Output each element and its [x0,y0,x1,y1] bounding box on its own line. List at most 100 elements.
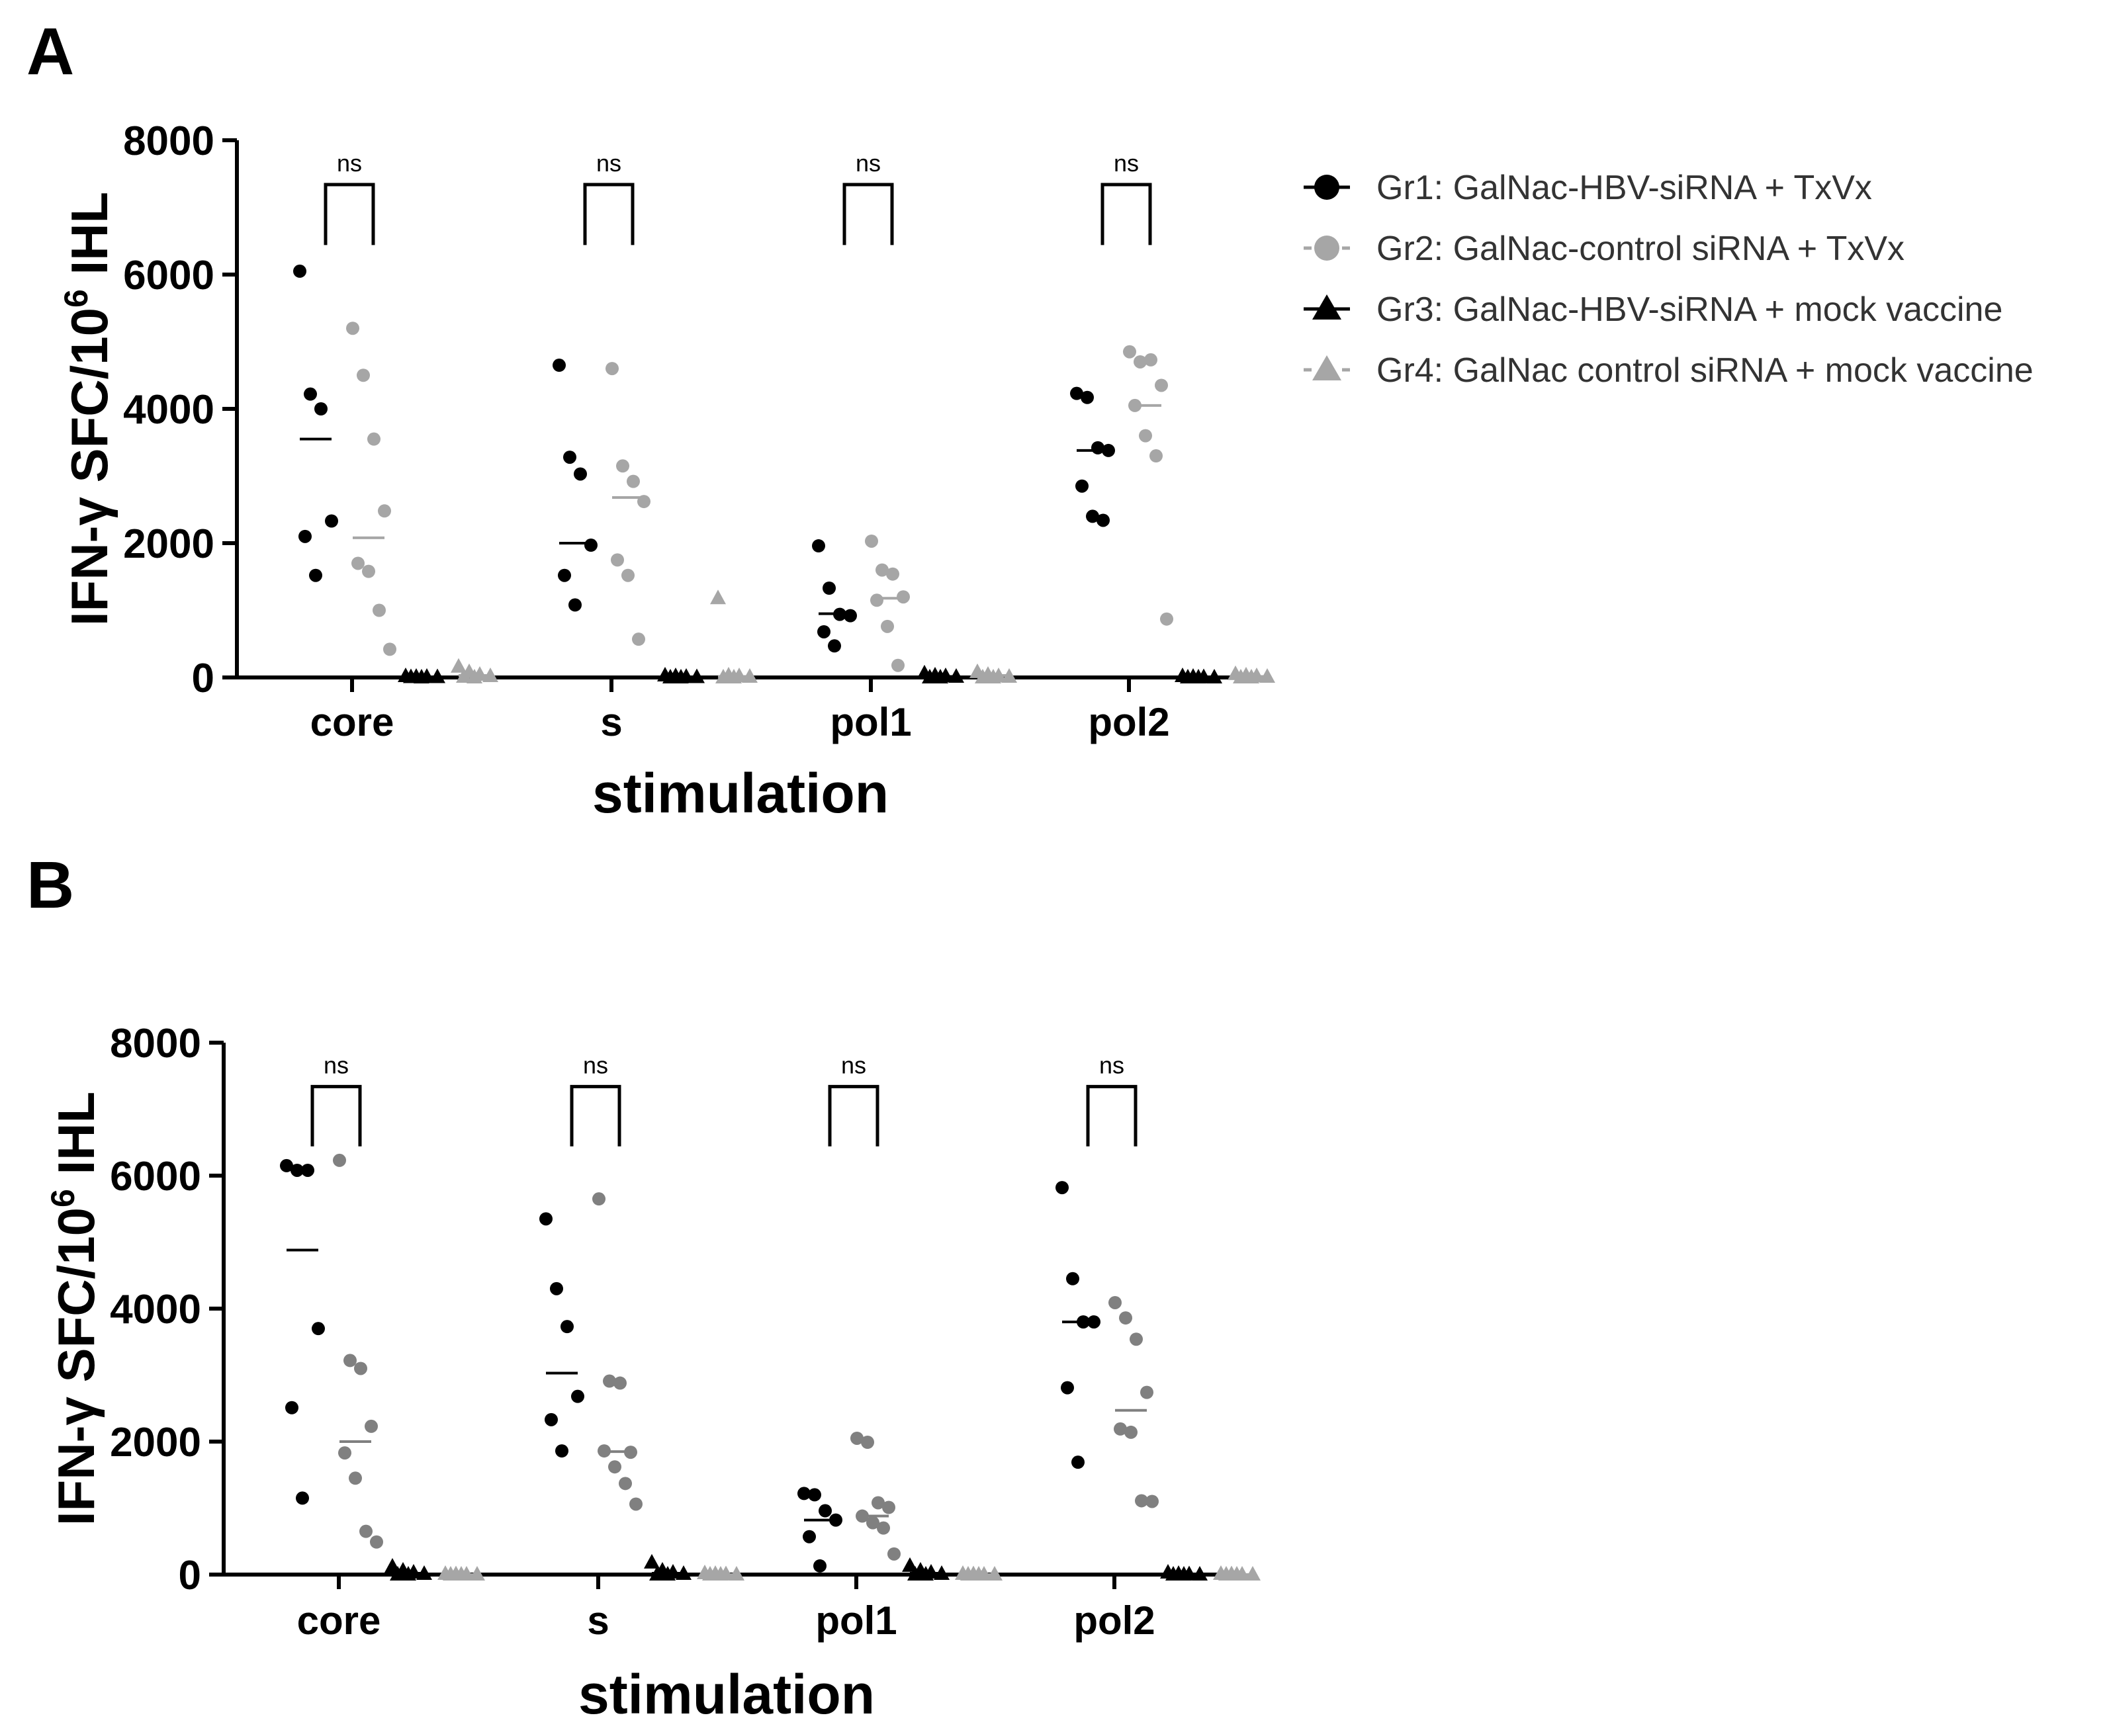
data-point-gr1 [301,1163,314,1177]
y-tick-label: 0 [192,656,214,701]
data-point-gr2 [886,567,899,581]
data-point-gr1 [812,539,825,553]
y-axis-label-main: IFN-γ SFC/10 [60,308,118,626]
data-point-gr2 [629,1497,643,1511]
data-point-gr1 [555,1444,568,1458]
data-point-gr2 [1114,1422,1127,1436]
panel-label: B [26,848,74,922]
data-point-gr2 [877,1521,890,1535]
data-point-gr1 [291,1163,304,1177]
data-point-gr2 [373,603,386,617]
data-point-gr2 [603,1374,616,1388]
data-point-gr4 [710,589,726,605]
legend-label: Gr3: GalNac-HBV-siRNA + mock vaccine [1376,290,2002,329]
data-point-gr2 [1108,1295,1122,1309]
legend-entry: Gr1: GalNac-HBV-siRNA + TxVx [1304,169,1872,207]
data-point-gr2 [891,658,905,672]
x-tick-label: pol2 [1073,1598,1155,1643]
data-point-gr2 [1155,378,1168,392]
data-point-gr1 [817,625,830,638]
data-point-gr2 [365,1419,378,1433]
data-point-gr2 [619,1477,632,1491]
data-point-gr2 [378,504,391,518]
y-axis-label-superscript: 6 [58,289,95,308]
data-point-gr1 [1075,479,1089,493]
panel-label: A [26,15,74,89]
legend-entry: Gr2: GalNac-control siRNA + TxVx [1304,230,1905,268]
x-tick-label: pol2 [1088,700,1169,744]
data-point-gr2 [333,1153,346,1167]
data-point-gr1 [803,1530,816,1543]
significance-bracket [828,1084,879,1147]
data-point-gr2 [608,1460,621,1474]
data-point-gr1 [1066,1272,1079,1285]
y-axis-label-tail: IHL [47,1092,105,1189]
data-point-gr1 [584,539,598,552]
legend-marker-triangle [1312,355,1341,380]
data-point-gr2 [1135,1494,1148,1508]
data-point-gr2 [613,1376,627,1390]
data-point-gr2 [354,1362,367,1375]
data-point-gr2 [349,1471,362,1485]
x-axis-label: stimulation [592,762,889,824]
y-tick-label: 6000 [123,253,214,298]
data-point-gr2 [1130,1332,1143,1346]
significance-bracket [842,183,894,245]
x-tick-label: s [600,700,622,744]
significance-label: ns [337,150,362,177]
data-point-gr1 [312,1322,325,1336]
legend-marker-circle [1314,236,1339,261]
x-tick-label: core [310,700,394,744]
data-point-gr2 [362,564,375,578]
y-axis-label-tail: IHL [60,192,118,289]
data-point-gr1 [314,402,328,415]
legend: Gr1: GalNac-HBV-siRNA + TxVx Gr2: GalNac-… [1304,169,2034,390]
data-point-gr1 [539,1212,553,1226]
y-tick-label: 8000 [110,1021,201,1066]
y-tick-label: 8000 [123,118,214,164]
data-point-gr1 [553,359,566,372]
data-point-gr1 [819,1504,832,1518]
data-point-gr2 [1139,429,1152,443]
y-tick-label: 2000 [123,521,214,567]
significance-bracket [310,1084,362,1147]
data-point-gr2 [872,1496,885,1510]
data-point-gr2 [632,632,645,646]
significance-label: ns [1114,150,1139,177]
data-point-gr2 [866,1516,879,1530]
legend-entry: Gr3: GalNac-HBV-siRNA + mock vaccine [1304,290,2002,329]
y-axis-label: IFN-γ SFC/106 IHL [58,192,118,626]
legend-marker-circle [1314,175,1339,200]
data-point-gr4 [451,658,467,673]
data-point-gr2 [850,1431,864,1445]
data-point-gr1 [325,514,338,528]
legend-entry: Gr4: GalNac control siRNA + mock vaccine [1304,351,2034,390]
significance-bracket [1086,1084,1138,1147]
data-point-gr2 [616,459,629,473]
significance-bracket [324,183,375,245]
data-point-gr2 [627,474,640,488]
data-point-gr2 [1123,345,1136,359]
legend-marker-triangle [1312,294,1341,320]
data-point-gr3 [644,1553,660,1569]
data-point-gr2 [346,322,359,335]
data-point-gr1 [1055,1181,1069,1195]
legend-label: Gr2: GalNac-control siRNA + TxVx [1376,230,1905,268]
data-point-gr1 [560,1320,574,1334]
data-point-gr2 [1134,355,1147,369]
data-point-gr2 [1140,1385,1153,1399]
data-point-gr2 [367,432,381,446]
data-point-gr2 [897,590,910,604]
data-point-gr2 [338,1446,351,1460]
x-tick-label: core [297,1598,381,1643]
significance-label: ns [596,150,621,177]
y-tick-label: 4000 [110,1287,201,1332]
significance-label: ns [324,1051,349,1078]
data-point-gr1 [304,387,317,401]
data-point-gr1 [574,467,587,481]
y-tick-label: 4000 [123,387,214,433]
legend-label: Gr1: GalNac-HBV-siRNA + TxVx [1376,169,1872,207]
x-tick-label: s [587,1598,609,1643]
